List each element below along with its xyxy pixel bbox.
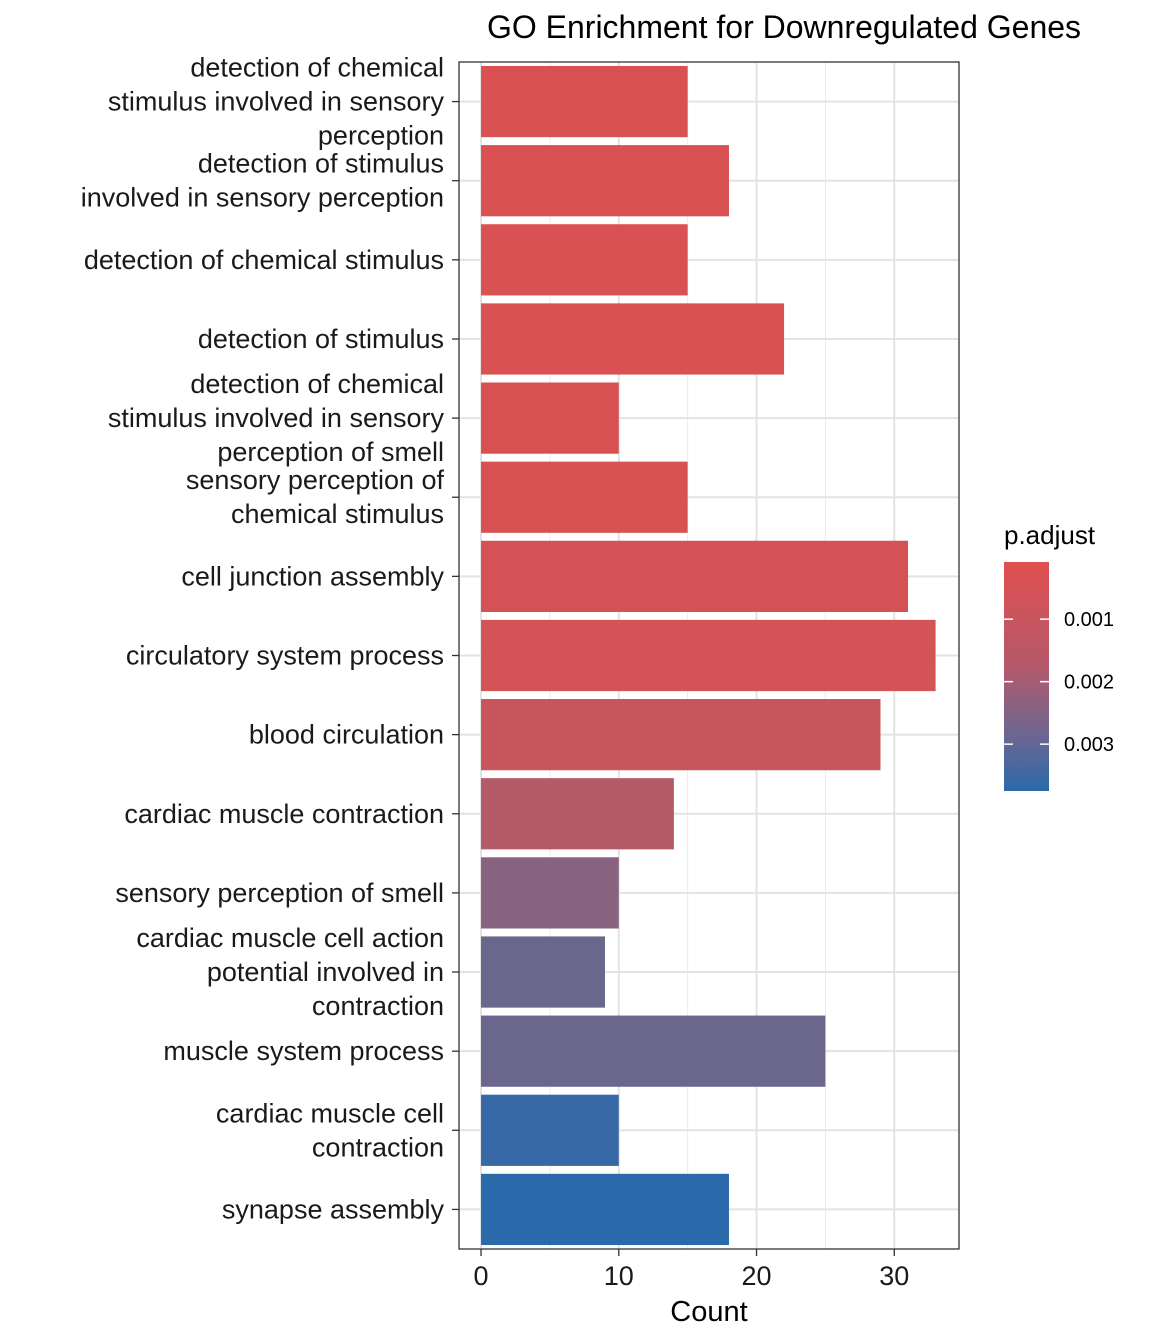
- legend-colorbar: [1004, 562, 1049, 791]
- y-tick-label: cardiac muscle cell contraction: [216, 1098, 444, 1162]
- legend-tick-label: 0.002: [1064, 672, 1114, 694]
- bar: [481, 224, 688, 296]
- y-tick-label: muscle system process: [163, 1036, 444, 1066]
- y-tick-label: blood circulation: [249, 720, 444, 750]
- y-tick-label: detection of stimulus: [198, 324, 444, 354]
- bar: [481, 382, 619, 454]
- bar: [481, 1094, 619, 1166]
- bar: [481, 778, 674, 850]
- x-tick-label: 30: [879, 1261, 909, 1291]
- y-tick-label: cardiac muscle contraction: [124, 799, 444, 829]
- legend-tick-label: 0.003: [1064, 734, 1114, 756]
- bar: [481, 303, 785, 375]
- bar: [481, 857, 619, 929]
- bar: [481, 1015, 826, 1087]
- legend: p.adjust 0.001 0.002 0.003: [1004, 520, 1114, 791]
- bars: [481, 65, 936, 1246]
- legend-tick-label: 0.001: [1064, 609, 1114, 631]
- x-tick-label: 0: [474, 1261, 489, 1291]
- y-axis: detection of chemical stimulus involved i…: [81, 53, 459, 1224]
- chart-title: GO Enrichment for Downregulated Genes: [487, 9, 1081, 45]
- y-tick-label: detection of chemical stimulus involved i…: [108, 53, 445, 151]
- y-tick-label: detection of stimulus involved in sensory…: [81, 149, 444, 213]
- y-tick-label: synapse assembly: [222, 1194, 445, 1224]
- x-axis: 0 10 20 30: [474, 1249, 909, 1291]
- legend-title: p.adjust: [1004, 520, 1096, 550]
- y-tick-label: cell junction assembly: [181, 561, 444, 591]
- bar: [481, 699, 881, 771]
- legend-ticks: 0.001 0.002 0.003: [1004, 609, 1114, 756]
- y-tick-label: detection of chemical stimulus: [84, 245, 444, 275]
- y-tick-label: circulatory system process: [126, 641, 444, 671]
- bar: [481, 936, 606, 1008]
- bar: [481, 1173, 729, 1246]
- x-tick-label: 10: [604, 1261, 634, 1291]
- y-tick-label: detection of chemical stimulus involved i…: [108, 369, 445, 467]
- bar: [481, 145, 729, 217]
- y-tick-label: cardiac muscle cell action potential invo…: [136, 923, 444, 1021]
- x-axis-label: Count: [670, 1296, 747, 1328]
- bar: [481, 540, 909, 612]
- bar: [481, 461, 688, 533]
- x-tick-label: 20: [741, 1261, 771, 1291]
- bar: [481, 619, 936, 692]
- y-tick-label: sensory perception of chemical stimulus: [186, 465, 445, 529]
- y-tick-label: sensory perception of smell: [115, 878, 444, 908]
- bar: [481, 65, 688, 138]
